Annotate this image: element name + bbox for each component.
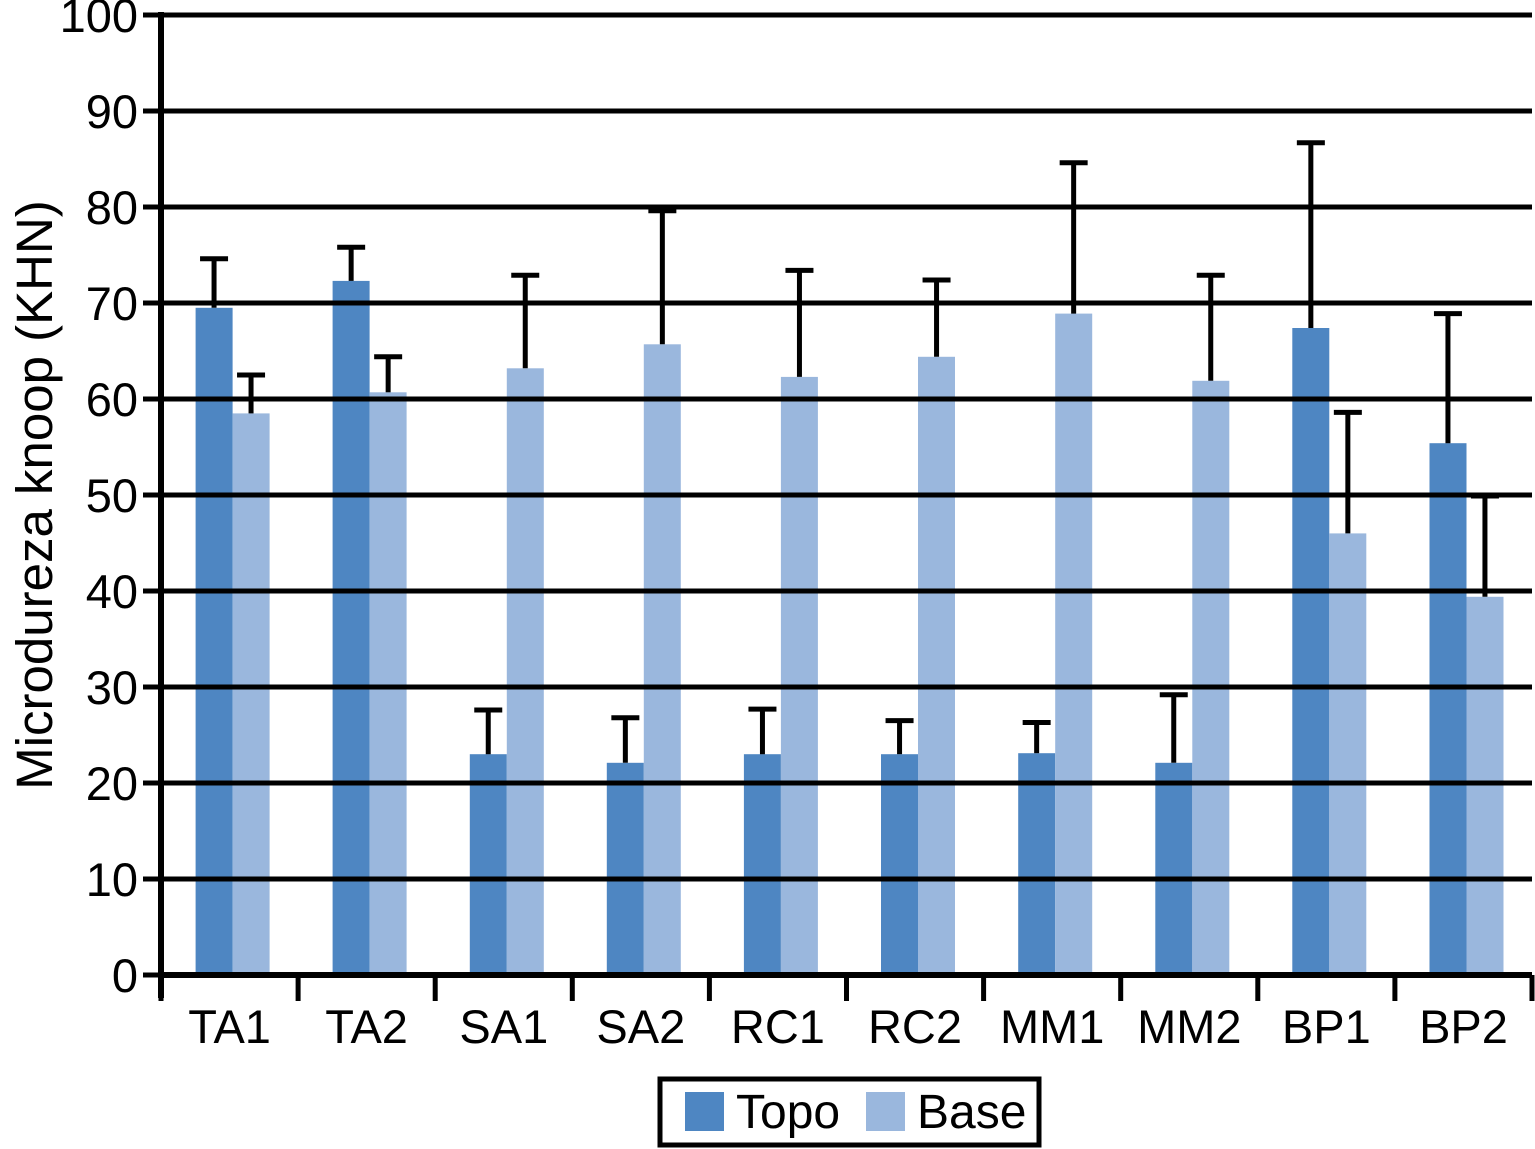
- legend-label-base: Base: [917, 1086, 1026, 1139]
- error-bar-base-MM2: [1196, 272, 1225, 381]
- error-bar-topo-SA2: [611, 715, 640, 763]
- error-bar-topo-TA1: [200, 256, 229, 308]
- axes-group: [143, 12, 1535, 1001]
- y-label-90: 90: [86, 85, 138, 138]
- y-tick-labels-group: 0 10 20 30 40 50 60 70 80 90 100: [60, 0, 138, 1002]
- y-label-10: 10: [86, 853, 138, 906]
- error-bar-topo-MM1: [1022, 720, 1051, 754]
- bar-base-BP1: [1329, 533, 1367, 975]
- bar-topo-SA2: [606, 762, 644, 975]
- y-label-100: 100: [60, 0, 138, 42]
- y-label-50: 50: [86, 469, 138, 522]
- bar-base-TA2: [369, 392, 407, 975]
- error-bar-topo-TA2: [337, 244, 366, 281]
- legend-box: [657, 1076, 1042, 1148]
- y-label-40: 40: [86, 565, 138, 618]
- bar-topo-MM1: [1018, 753, 1056, 975]
- x-label-RC1: RC1: [731, 1000, 825, 1053]
- error-bar-base-RC2: [922, 277, 951, 357]
- x-label-MM1: MM1: [1000, 1000, 1104, 1053]
- bar-base-RC1: [780, 376, 818, 975]
- bar-topo-MM2: [1155, 762, 1193, 975]
- error-bar-base-SA1: [511, 272, 540, 369]
- error-bars-group: [200, 140, 1499, 763]
- error-bar-topo-SA1: [474, 707, 503, 755]
- bar-topo-SA1: [469, 754, 507, 975]
- x-label-SA2: SA2: [596, 1000, 685, 1053]
- legend-swatch-topo: [685, 1092, 724, 1131]
- x-label-MM2: MM2: [1137, 1000, 1241, 1053]
- y-label-60: 60: [86, 373, 138, 426]
- x-label-SA1: SA1: [459, 1000, 548, 1053]
- x-label-TA2: TA2: [325, 1000, 408, 1053]
- y-label-70: 70: [86, 277, 138, 330]
- bar-topo-BP2: [1429, 443, 1467, 975]
- error-bar-topo-MM2: [1159, 692, 1188, 763]
- bar-base-TA1: [232, 413, 270, 975]
- bar-base-BP2: [1466, 596, 1504, 975]
- bar-base-RC2: [918, 356, 955, 975]
- bar-topo-TA2: [332, 280, 370, 975]
- legend: Topo Base: [657, 1076, 1042, 1148]
- x-label-BP1: BP1: [1282, 1000, 1371, 1053]
- bar-base-MM1: [1055, 313, 1093, 976]
- y-label-80: 80: [86, 181, 138, 234]
- x-label-BP2: BP2: [1419, 1000, 1508, 1053]
- error-bar-base-BP1: [1333, 409, 1362, 534]
- x-label-TA1: TA1: [188, 1000, 271, 1053]
- bar-base-MM2: [1192, 380, 1230, 975]
- y-axis-title: Microdureza knoop (KHN): [6, 200, 63, 790]
- bars-group: [195, 280, 1504, 976]
- bar-topo-RC1: [743, 754, 781, 975]
- bar-topo-RC2: [881, 754, 918, 975]
- bar-topo-BP1: [1292, 328, 1330, 975]
- error-bar-base-TA2: [374, 354, 403, 393]
- error-bar-base-SA2: [648, 208, 677, 345]
- error-bar-topo-RC2: [885, 718, 914, 755]
- legend-label-topo: Topo: [736, 1086, 840, 1139]
- error-bar-base-BP2: [1470, 493, 1499, 597]
- y-label-30: 30: [86, 661, 138, 714]
- bar-topo-TA1: [195, 307, 233, 975]
- error-bar-base-MM1: [1059, 160, 1088, 314]
- error-bar-topo-BP1: [1296, 140, 1325, 328]
- gridlines-group: [161, 12, 1532, 978]
- error-bar-base-RC1: [785, 267, 814, 377]
- x-label-RC2: RC2: [868, 1000, 962, 1053]
- bar-base-SA2: [643, 344, 681, 975]
- y-label-20: 20: [86, 757, 138, 810]
- error-bar-topo-BP2: [1433, 311, 1462, 444]
- bar-base-SA1: [506, 368, 544, 975]
- legend-swatch-base: [866, 1092, 905, 1131]
- x-category-labels-group: TA1 TA2 SA1 SA2 RC1 RC2 MM1 MM2 BP1 BP2: [188, 1000, 1508, 1053]
- error-bar-topo-RC1: [748, 706, 777, 755]
- error-bar-base-TA1: [237, 372, 266, 414]
- y-label-0: 0: [112, 949, 138, 1002]
